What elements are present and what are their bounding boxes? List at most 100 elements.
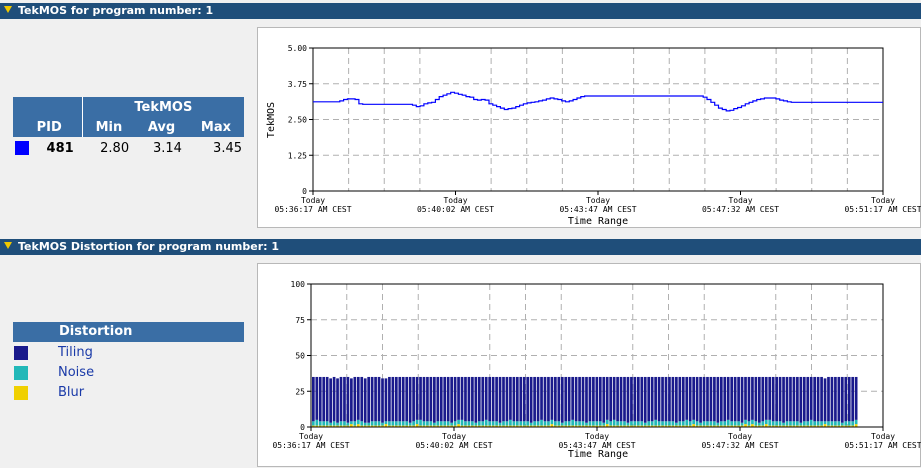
collapse-triangle-icon[interactable] xyxy=(4,242,12,249)
max-value: 3.45 xyxy=(213,140,242,156)
bar-segment-tiling xyxy=(329,378,332,423)
bar-segment-blur xyxy=(799,425,803,427)
bar-segment-tiling xyxy=(816,376,820,422)
bar-segment-blur xyxy=(764,424,768,427)
bar-segment-tiling xyxy=(388,376,391,422)
bar-segment-blur xyxy=(692,424,696,427)
bar-segment-noise xyxy=(498,422,502,426)
bar-segment-tiling xyxy=(488,376,492,422)
bar-segment-noise xyxy=(363,422,367,426)
bar-segment-noise xyxy=(747,421,751,426)
bar-segment-noise xyxy=(315,419,319,426)
bar-segment-blur xyxy=(457,424,460,427)
bar-segment-noise xyxy=(726,419,730,426)
bar-segment-blur xyxy=(388,425,391,427)
bar-segment-blur xyxy=(588,425,592,427)
bar-segment-blur xyxy=(654,425,657,427)
collapse-triangle-icon[interactable] xyxy=(4,6,12,13)
bar-segment-tiling xyxy=(512,376,516,422)
x-tick-day-label: Today xyxy=(301,196,325,205)
bar-segment-noise xyxy=(429,421,433,426)
bar-segment-tiling xyxy=(771,376,775,422)
bar-segment-noise xyxy=(512,421,516,426)
bar-segment-blur xyxy=(664,425,668,427)
max-column-header: Max xyxy=(187,117,244,137)
bar-segment-blur xyxy=(519,425,523,427)
bar-segment-blur xyxy=(529,425,533,427)
bar-segment-blur xyxy=(312,425,315,427)
bar-segment-noise xyxy=(581,421,585,426)
bar-segment-tiling xyxy=(837,376,841,422)
bar-segment-blur xyxy=(609,425,613,427)
bar-segment-blur xyxy=(668,425,671,427)
bar-segment-noise xyxy=(367,422,371,426)
bar-segment-tiling xyxy=(467,376,471,422)
bar-segment-blur xyxy=(315,425,319,427)
x-tick-time-label: 05:40:02 AM CEST xyxy=(415,441,492,450)
x-tick-day-label: Today xyxy=(299,432,323,441)
bar-segment-noise xyxy=(764,419,768,425)
bar-segment-tiling xyxy=(737,376,740,422)
bar-segment-blur xyxy=(394,425,398,427)
bar-segment-tiling xyxy=(702,376,706,422)
bar-segment-tiling xyxy=(671,376,675,422)
bar-segment-noise xyxy=(474,422,478,426)
series-line xyxy=(313,91,883,112)
bar-segment-blur xyxy=(623,425,626,427)
bar-segment-tiling xyxy=(464,376,467,422)
bar-segment-noise xyxy=(654,419,657,426)
bar-segment-tiling xyxy=(844,376,848,422)
bar-segment-blur xyxy=(626,425,630,427)
bar-segment-tiling xyxy=(356,376,360,420)
section-header-distortion[interactable]: TekMOS Distortion for program number: 1 xyxy=(0,239,921,255)
bar-segment-tiling xyxy=(415,376,419,420)
bar-segment-noise xyxy=(837,421,841,426)
x-tick-time-label: 05:36:17 AM CEST xyxy=(272,441,349,450)
y-tick-label: 3.75 xyxy=(288,80,307,89)
y-tick-label: 1.25 xyxy=(288,151,307,160)
bar-segment-tiling xyxy=(768,376,772,420)
section-header-tekmos[interactable]: TekMOS for program number: 1 xyxy=(0,3,921,19)
bar-segment-blur xyxy=(439,425,443,427)
bar-segment-noise xyxy=(699,422,702,426)
pid-column-header: PID xyxy=(13,117,83,137)
bar-segment-blur xyxy=(796,425,799,427)
bar-segment-tiling xyxy=(758,376,761,423)
bar-segment-tiling xyxy=(775,376,778,422)
bar-segment-noise xyxy=(854,419,858,425)
bar-segment-tiling xyxy=(578,376,581,422)
bar-segment-blur xyxy=(408,425,412,427)
bar-segment-tiling xyxy=(592,376,595,422)
bar-segment-noise xyxy=(681,421,685,426)
legend-item-noise: Noise xyxy=(14,364,94,382)
bar-segment-blur xyxy=(370,425,374,427)
bar-segment-blur xyxy=(740,425,744,427)
bar-segment-noise xyxy=(668,421,671,426)
bar-segment-noise xyxy=(526,421,530,426)
bar-segment-noise xyxy=(609,421,613,426)
x-tick-time-label: 05:47:32 AM CEST xyxy=(701,441,778,450)
bar-segment-tiling xyxy=(540,376,543,420)
bar-segment-noise xyxy=(636,421,640,426)
bar-segment-tiling xyxy=(733,376,737,422)
tekmos-chart-panel: 5.00 3.75 2.50 1.25 0 Today 05:36:17 AM CEST T… xyxy=(257,27,921,228)
bar-segment-tiling xyxy=(785,376,789,422)
bar-segment-noise xyxy=(346,422,350,426)
bar-segment-blur xyxy=(612,425,616,427)
bar-segment-blur xyxy=(585,425,588,427)
bar-segment-blur xyxy=(422,425,426,427)
bar-segment-tiling xyxy=(706,376,709,422)
bar-segment-tiling xyxy=(498,376,502,423)
bar-segment-noise xyxy=(350,421,353,425)
bar-segment-tiling xyxy=(360,376,364,422)
bar-segment-noise xyxy=(412,421,415,426)
bar-segment-blur xyxy=(567,425,571,427)
table-row: 481 2.80 3.14 3.45 xyxy=(13,137,244,159)
bar-segment-noise xyxy=(318,421,322,426)
bar-segment-blur xyxy=(778,425,782,427)
bar-segment-noise xyxy=(353,421,357,426)
distortion-legend-header: Distortion xyxy=(13,322,244,342)
bar-segment-blur xyxy=(789,425,792,427)
bar-segment-noise xyxy=(692,419,696,425)
bar-segment-blur xyxy=(343,425,346,427)
